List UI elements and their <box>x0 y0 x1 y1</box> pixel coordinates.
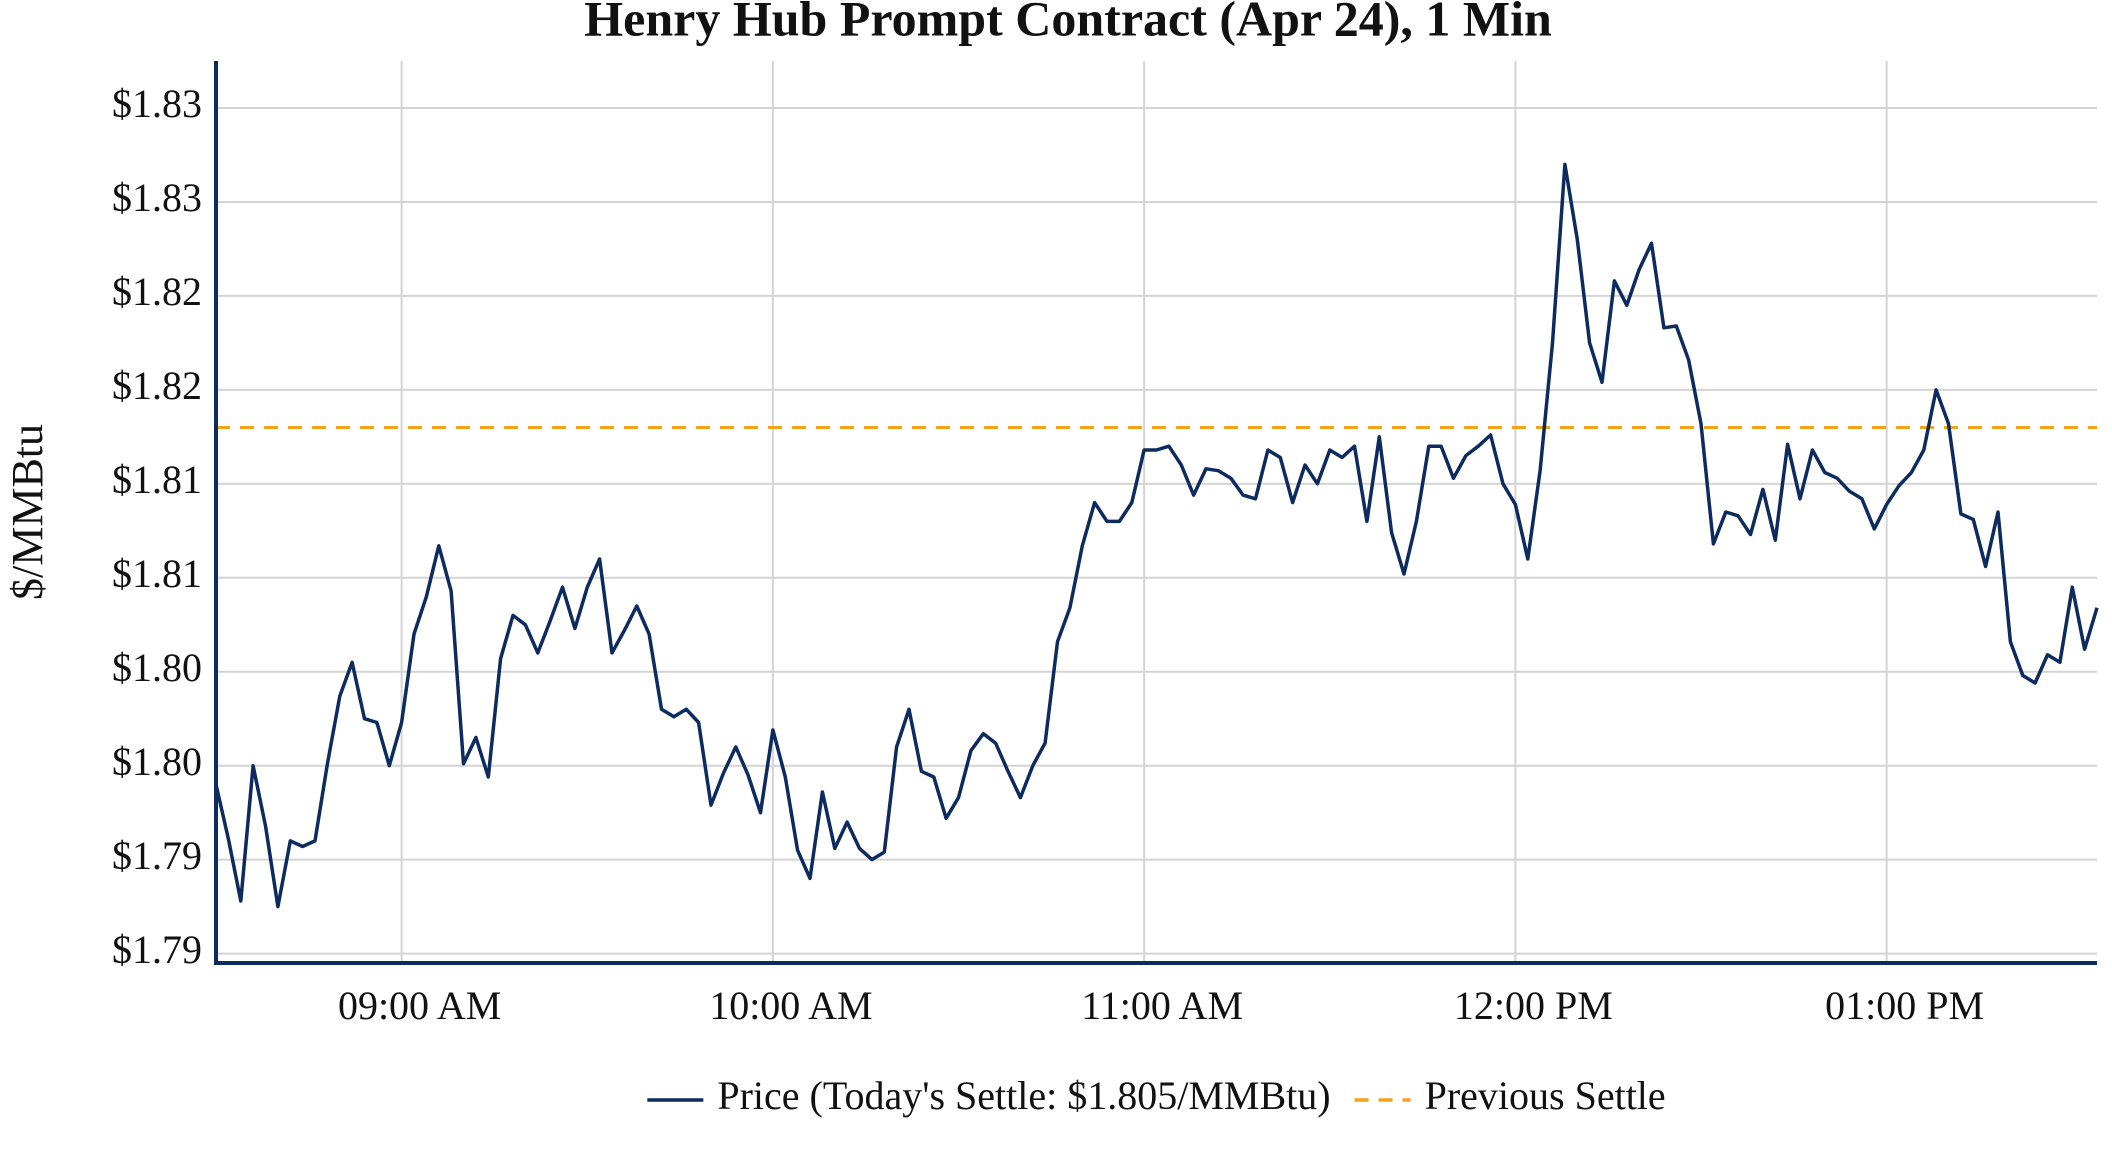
y-tick-label: $1.82 <box>112 363 202 408</box>
y-axis-label: $/MMBtu <box>3 424 52 600</box>
x-tick-label: 11:00 AM <box>1081 983 1243 1028</box>
y-tick-label: $1.80 <box>112 739 202 784</box>
y-tick-label: $1.82 <box>112 269 202 314</box>
legend-label: Previous Settle <box>1425 1073 1666 1118</box>
y-tick-label: $1.83 <box>112 175 202 220</box>
y-tick-label: $1.81 <box>112 551 202 596</box>
x-tick-label: 10:00 AM <box>709 983 872 1028</box>
y-tick-label: $1.79 <box>112 927 202 972</box>
x-tick-label: 01:00 PM <box>1825 983 1984 1028</box>
price-line <box>214 162 2099 909</box>
y-tick-label: $1.81 <box>112 457 202 502</box>
chart-title: Henry Hub Prompt Contract (Apr 24), 1 Mi… <box>584 0 1552 46</box>
y-tick-label: $1.80 <box>112 645 202 690</box>
legend-label: Price (Today's Settle: $1.805/MMBtu) <box>717 1073 1330 1118</box>
x-tick-label: 09:00 AM <box>338 983 501 1028</box>
x-tick-label: 12:00 PM <box>1454 983 1613 1028</box>
y-tick-label: $1.83 <box>112 81 202 126</box>
y-tick-label: $1.79 <box>112 833 202 878</box>
